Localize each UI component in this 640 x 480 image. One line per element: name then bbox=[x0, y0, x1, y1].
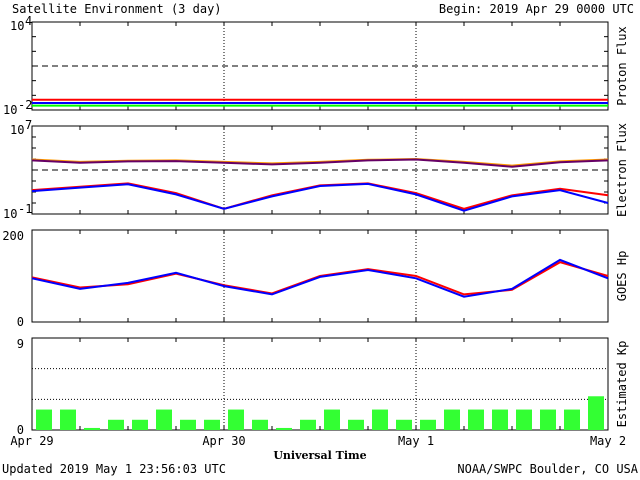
kp-bar bbox=[492, 409, 508, 430]
x-tick-apr29: Apr 29 bbox=[10, 434, 53, 448]
kp-bar bbox=[348, 419, 364, 430]
panel-1-ytick-top: 10 bbox=[10, 123, 24, 137]
kp-bar bbox=[516, 409, 532, 430]
kp-bar bbox=[180, 419, 196, 430]
panel-1-ytick-top-exp: 7 bbox=[25, 118, 32, 132]
panel-2-ytick-bottom: 0 bbox=[17, 315, 24, 329]
kp-bar bbox=[468, 409, 484, 430]
panel-0-ytick-bottom: 10 bbox=[3, 103, 17, 117]
panel-2-series-blue bbox=[31, 258, 609, 298]
kp-bar bbox=[108, 419, 124, 430]
kp-bar bbox=[156, 409, 172, 430]
updated-time: Updated 2019 May 1 23:56:03 UTC bbox=[2, 462, 226, 476]
kp-bar bbox=[204, 419, 220, 430]
kp-bar bbox=[324, 409, 340, 430]
panel-2-ytick-top: 200 bbox=[2, 229, 24, 243]
kp-bar bbox=[252, 419, 268, 430]
panel-0-ytick-bottom-exp: -2 bbox=[18, 98, 32, 112]
panel-2-series-red bbox=[31, 261, 609, 296]
panel-2-ylabel: GOES Hp bbox=[615, 251, 629, 302]
kp-bar bbox=[276, 427, 292, 430]
kp-bar bbox=[564, 409, 580, 430]
panel-0-ytick-top: 10 bbox=[10, 19, 24, 33]
kp-bar bbox=[36, 409, 52, 430]
panel-1-ytick-bottom: 10 bbox=[3, 207, 17, 221]
panel-3-ytick-bottom: 0 bbox=[17, 423, 24, 437]
credit: NOAA/SWPC Boulder, CO USA bbox=[457, 462, 638, 476]
kp-bar bbox=[300, 419, 316, 430]
chart-title: Satellite Environment (3 day) bbox=[12, 2, 222, 16]
x-axis-label: Universal Time bbox=[273, 449, 366, 462]
x-tick-may1: May 1 bbox=[398, 434, 434, 448]
panel-1-series-blue bbox=[31, 182, 609, 212]
panel-1-series-purple bbox=[31, 158, 609, 168]
panel-1-ytick-bottom-exp: -1 bbox=[18, 202, 32, 216]
kp-bar bbox=[396, 419, 412, 430]
kp-bar bbox=[372, 409, 388, 430]
kp-bar bbox=[540, 409, 556, 430]
kp-bar bbox=[60, 409, 76, 430]
kp-bar bbox=[588, 396, 604, 430]
panel-0-ytick-top-exp: 4 bbox=[25, 14, 32, 28]
x-tick-may2: May 2 bbox=[590, 434, 626, 448]
panel-3-ytick-top: 9 bbox=[17, 337, 24, 351]
kp-bar bbox=[84, 427, 100, 430]
kp-bar bbox=[420, 419, 436, 430]
kp-bar bbox=[228, 409, 244, 430]
panel-0-ylabel: Proton Flux bbox=[615, 26, 629, 105]
panel-0-frame bbox=[31, 21, 609, 111]
panel-3-ylabel: Estimated Kp bbox=[615, 341, 629, 428]
panel-1-frame bbox=[31, 125, 609, 215]
x-tick-apr30: Apr 30 bbox=[202, 434, 245, 448]
kp-bar bbox=[132, 419, 148, 430]
panel-1-ylabel: Electron Flux bbox=[615, 123, 629, 217]
begin-time: Begin: 2019 Apr 29 0000 UTC bbox=[439, 2, 634, 16]
kp-bar bbox=[444, 409, 460, 430]
